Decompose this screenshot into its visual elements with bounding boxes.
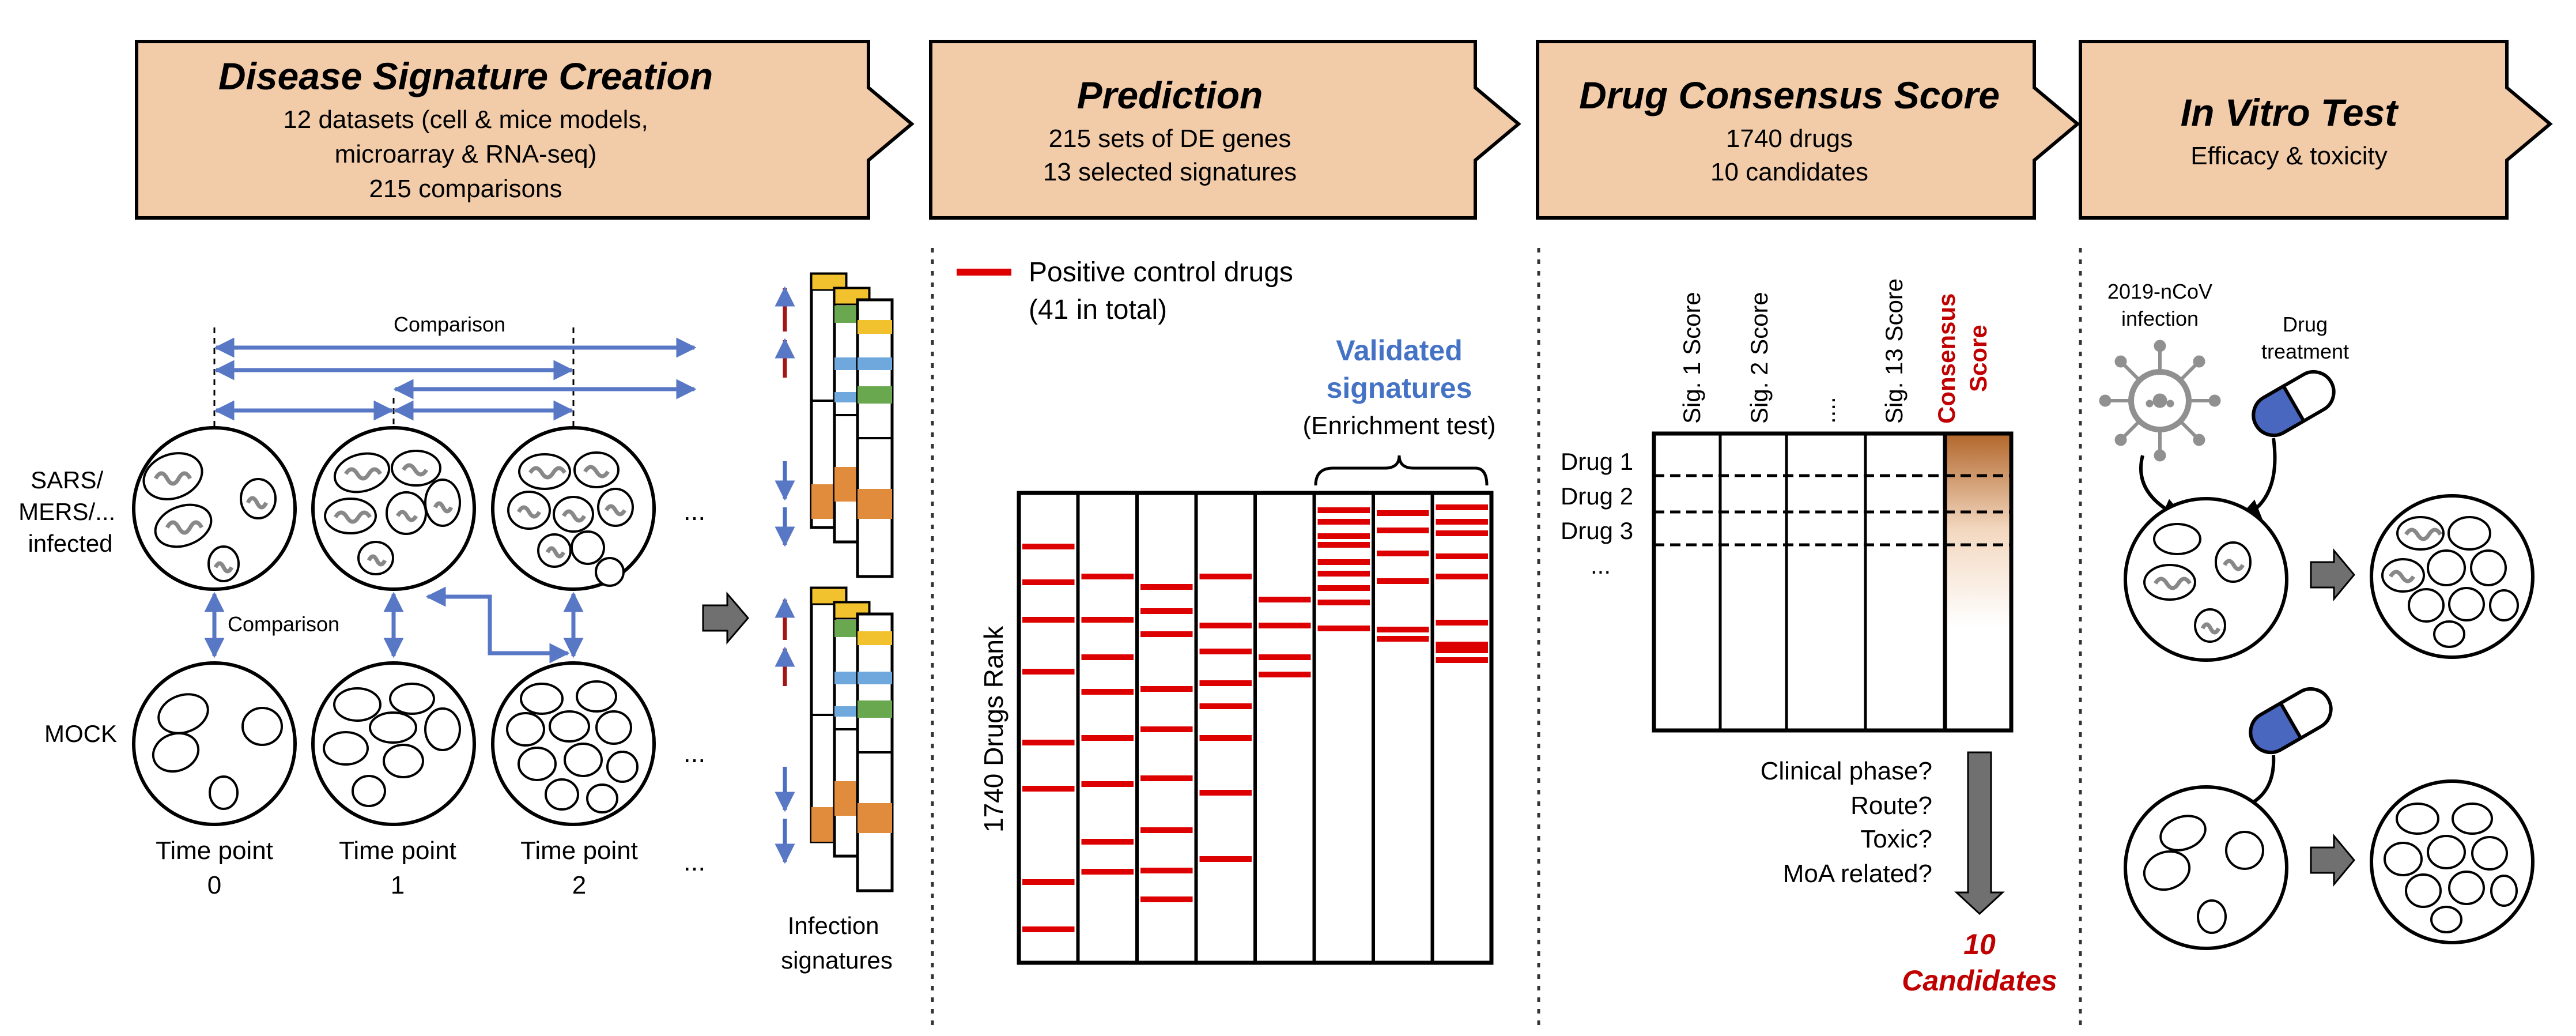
time-point-value-0: 0 [207, 871, 221, 899]
ellipsis-infected: ... [683, 496, 705, 526]
positive-control-hits [1022, 504, 1488, 932]
row-label-mock: MOCK [44, 720, 117, 747]
gray-arrow-down [1954, 751, 2005, 916]
drug-label-1: Drug 1 [1561, 448, 1633, 475]
mock-cell-dish-2 [491, 661, 656, 826]
stage-title-2: Prediction [1077, 74, 1263, 116]
stage-line-1b: microarray & RNA-seq) [335, 140, 597, 168]
stage-line-2b: 13 selected signatures [1043, 158, 1297, 186]
drug-label-2: Drug 2 [1561, 483, 1633, 510]
treated-mock-dish [2124, 785, 2288, 950]
stage-title-4: In Vitro Test [2181, 91, 2399, 134]
mock-cell-dish-1 [311, 661, 476, 826]
question-clinical-phase: Clinical phase? [1761, 757, 1932, 785]
question-toxic: Toxic? [1860, 825, 1932, 853]
drug-pill-icon [2252, 370, 2336, 437]
column-header-sig13: Sig. 13 Score [1880, 278, 1908, 424]
enrichment-label: (Enrichment test) [1303, 412, 1496, 440]
time-point-label-0: Time point [156, 837, 273, 865]
signature-stack-lower [775, 586, 894, 892]
panel-consensus-score: Sig. 1 Score Sig. 2 Score .... Sig. 13 S… [1561, 278, 2057, 997]
infected-cell-dish-2 [491, 426, 656, 591]
validated-label-line2: signatures [1327, 372, 1472, 404]
drug-label-more: ... [1591, 552, 1611, 579]
legend-label-line2: (41 in total) [1029, 295, 1167, 325]
drug-label-3: Drug 3 [1561, 517, 1633, 544]
legend-label-line1: Positive control drugs [1029, 257, 1293, 288]
stage-header-3: Drug Consensus Score 1740 drugs 10 candi… [1536, 40, 2080, 220]
stage-title-3: Drug Consensus Score [1579, 74, 2000, 116]
column-header-dots: .... [1813, 397, 1840, 424]
candidates-label: Candidates [1902, 965, 2057, 997]
stage-header-4: In Vitro Test Efficacy & toxicity [2079, 40, 2553, 220]
gray-arrow-right [2310, 548, 2355, 602]
stage-title-1: Disease Signature Creation [218, 55, 713, 97]
time-point-value-2: 2 [572, 871, 586, 899]
comparison-label-mid: Comparison [228, 612, 339, 636]
rank-table-columns [1076, 493, 1434, 963]
candidates-number: 10 [1963, 928, 1996, 960]
time-point-value-1: 1 [391, 871, 405, 899]
column-header-sig1: Sig. 1 Score [1678, 292, 1705, 424]
virus-icon [2099, 340, 2221, 462]
infected-cell-dish-1 [311, 426, 476, 591]
validated-label-line1: Validated [1336, 334, 1463, 367]
panel-prediction: Positive control drugs (41 in total) Val… [957, 257, 1496, 965]
question-moa: MoA related? [1783, 860, 1932, 888]
question-route: Route? [1850, 792, 1932, 820]
ellipsis-mock: ... [683, 738, 705, 768]
infection-label-line1: 2019-nCoV [2107, 280, 2212, 303]
stage-header-1: Disease Signature Creation 12 datasets (… [135, 40, 915, 220]
consensus-gradient [1945, 434, 2011, 627]
comparison-label-top: Comparison [394, 312, 505, 336]
time-point-label-1: Time point [339, 837, 456, 865]
score-table-frame [1652, 431, 2014, 733]
stage-line-1c: 215 comparisons [369, 175, 562, 203]
drug-treatment-line2: treatment [2261, 340, 2349, 363]
stage-line-2a: 215 sets of DE genes [1049, 125, 1291, 153]
infected-cell-dish-0 [132, 426, 297, 591]
drug-pill-icon [2249, 687, 2333, 754]
comparison-arrow-cross [425, 586, 570, 664]
row-label-infected: SARS/ MERS/... infected [18, 466, 122, 557]
column-header-consensus-1: Consensus [1933, 293, 1960, 424]
ellipsis-time: ... [683, 846, 705, 876]
stage-line-1a: 12 datasets (cell & mice models, [283, 106, 648, 134]
infection-label-line2: infection [2121, 307, 2199, 330]
treated-infected-dish [2124, 497, 2288, 662]
y-axis-label: 1740 Drugs Rank [979, 626, 1009, 832]
drug-treatment-line1: Drug [2283, 312, 2328, 336]
recovered-dish-mock [2370, 779, 2535, 944]
stage-line-3b: 10 candidates [1710, 158, 1868, 186]
signature-stack-upper [775, 272, 894, 578]
column-header-consensus-2: Score [1965, 325, 1992, 392]
infection-signatures-label: Infection signatures [781, 912, 893, 974]
panel-in-vitro: 2019-nCoV infection Drug treatment [2099, 280, 2535, 950]
validated-brace [1314, 455, 1489, 486]
gray-arrow-right [2310, 833, 2355, 887]
column-header-sig2: Sig. 2 Score [1746, 292, 1773, 424]
stage-line-4a: Efficacy & toxicity [2190, 142, 2388, 170]
stage-line-3a: 1740 drugs [1726, 125, 1853, 153]
recovered-dish-infected [2370, 494, 2535, 659]
gray-arrow-right [702, 591, 749, 645]
mock-cell-dish-0 [132, 661, 297, 826]
panel-signature-creation: Comparison SARS/ MERS/... infected MOCK [18, 272, 894, 974]
stage-header-2: Prediction 215 sets of DE genes 13 selec… [929, 40, 1521, 220]
time-point-label-2: Time point [520, 837, 638, 865]
